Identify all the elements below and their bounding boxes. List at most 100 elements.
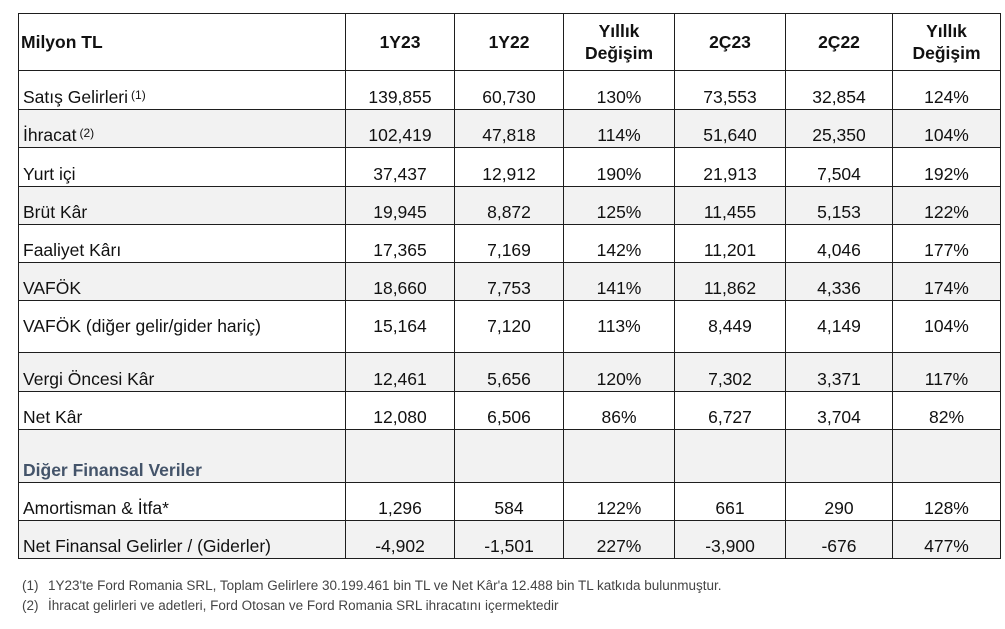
cell-1y22: 5,656 [454, 352, 564, 392]
footnote-2: (2) İhracat gelirleri ve adetleri, Ford O… [22, 598, 559, 613]
cell-1y22: 7,753 [454, 262, 564, 301]
section-title: Diğer Finansal Veriler [18, 429, 346, 483]
cell-yoy-quarter: 82% [892, 391, 1001, 430]
cell-1y22: 7,169 [454, 224, 564, 263]
table-row: Satış Gelirleri (1) 139,855 60,730 130% 7… [18, 70, 1001, 110]
header-2q22: 2Ç22 [785, 13, 893, 71]
footnote-ref: (1) [131, 88, 146, 102]
cell-yoy-half: 122% [563, 482, 675, 521]
table-row: Net Kâr 12,080 6,506 86% 6,727 3,704 82% [18, 391, 1001, 430]
row-label: Faaliyet Kârı [18, 224, 346, 263]
cell-2q23: 11,201 [674, 224, 786, 263]
cell-yoy-half: 113% [563, 300, 675, 353]
row-label: Brüt Kâr [18, 186, 346, 225]
cell-2q23: 8,449 [674, 300, 786, 353]
cell-2q22: 7,504 [785, 147, 893, 187]
cell-yoy-half: 130% [563, 70, 675, 110]
cell-2q22: 4,046 [785, 224, 893, 263]
header-1y22: 1Y22 [454, 13, 564, 71]
row-label: Net Kâr [18, 391, 346, 430]
cell-2q22: 4,149 [785, 300, 893, 353]
cell-2q23: -3,900 [674, 520, 786, 559]
row-label: VAFÖK (diğer gelir/gider hariç) [18, 300, 346, 353]
cell-1y22: 584 [454, 482, 564, 521]
cell-2q22: 32,854 [785, 70, 893, 110]
cell-yoy-quarter: 128% [892, 482, 1001, 521]
cell-1y23: 15,164 [345, 300, 455, 353]
cell-2q23: 73,553 [674, 70, 786, 110]
cell-2q23: 661 [674, 482, 786, 521]
cell-1y23: 1,296 [345, 482, 455, 521]
cell-yoy-half: 227% [563, 520, 675, 559]
cell-yoy-quarter: 174% [892, 262, 1001, 301]
cell-yoy-quarter: 104% [892, 109, 1001, 148]
cell-2q22: 3,704 [785, 391, 893, 430]
cell-1y22: 8,872 [454, 186, 564, 225]
cell-2q22: -676 [785, 520, 893, 559]
cell-1y23: 18,660 [345, 262, 455, 301]
table-row: Amortisman & İtfa* 1,296 584 122% 661 29… [18, 482, 1001, 521]
table-row: VAFÖK 18,660 7,753 141% 11,862 4,336 174… [18, 262, 1001, 301]
footnote-ref: (2) [79, 126, 95, 140]
cell-2q22: 5,153 [785, 186, 893, 225]
cell-2q23: 21,913 [674, 147, 786, 187]
section-row: Diğer Finansal Veriler [18, 429, 1001, 483]
cell-1y23: 19,945 [345, 186, 455, 225]
cell-yoy-half: 125% [563, 186, 675, 225]
cell-1y23: 37,437 [345, 147, 455, 187]
cell-2q23: 6,727 [674, 391, 786, 430]
row-label: Yurt içi [18, 147, 346, 187]
row-label: Amortisman & İtfa* [18, 482, 346, 521]
row-label: VAFÖK [18, 262, 346, 301]
cell-yoy-half: 142% [563, 224, 675, 263]
header-yoy-half: Yıllık Değişim [563, 13, 675, 71]
cell-yoy-quarter: 117% [892, 352, 1001, 392]
table-row: Vergi Öncesi Kâr 12,461 5,656 120% 7,302… [18, 352, 1001, 392]
cell-2q22: 25,350 [785, 109, 893, 148]
cell-1y22: 7,120 [454, 300, 564, 353]
cell-yoy-half: 114% [563, 109, 675, 148]
cell-yoy-half: 190% [563, 147, 675, 187]
cell-1y23: 139,855 [345, 70, 455, 110]
cell-1y22: 12,912 [454, 147, 564, 187]
cell-1y23: -4,902 [345, 520, 455, 559]
cell-yoy-half: 86% [563, 391, 675, 430]
cell-1y22: 47,818 [454, 109, 564, 148]
cell-2q23: 11,862 [674, 262, 786, 301]
cell-1y23: 12,461 [345, 352, 455, 392]
table-row: Brüt Kâr 19,945 8,872 125% 11,455 5,153 … [18, 186, 1001, 225]
header-1y23: 1Y23 [345, 13, 455, 71]
row-label: Vergi Öncesi Kâr [18, 352, 346, 392]
table-row: İhracat (2) 102,419 47,818 114% 51,640 25… [18, 109, 1001, 148]
cell-2q22: 4,336 [785, 262, 893, 301]
financial-summary-table: Milyon TL 1Y23 1Y22 Yıllık Değişim 2Ç23 2… [18, 13, 1001, 559]
cell-1y22: 60,730 [454, 70, 564, 110]
footnote-1: (1) 1Y23'te Ford Romania SRL, Toplam Geli… [22, 578, 722, 593]
table-row: VAFÖK (diğer gelir/gider hariç) 15,164 7… [18, 300, 1001, 353]
cell-yoy-quarter: 477% [892, 520, 1001, 559]
row-label: Satış Gelirleri (1) [18, 70, 346, 110]
cell-1y23: 102,419 [345, 109, 455, 148]
footnotes: (1) 1Y23'te Ford Romania SRL, Toplam Geli… [22, 576, 722, 616]
cell-yoy-quarter: 122% [892, 186, 1001, 225]
cell-1y22: -1,501 [454, 520, 564, 559]
cell-yoy-half: 141% [563, 262, 675, 301]
cell-1y23: 17,365 [345, 224, 455, 263]
cell-2q23: 11,455 [674, 186, 786, 225]
header-yoy-quarter: Yıllık Değişim [892, 13, 1001, 71]
cell-yoy-quarter: 104% [892, 300, 1001, 353]
cell-yoy-half: 120% [563, 352, 675, 392]
row-label: Net Finansal Gelirler / (Giderler) [18, 520, 346, 559]
cell-2q23: 7,302 [674, 352, 786, 392]
table-row: Faaliyet Kârı 17,365 7,169 142% 11,201 4… [18, 224, 1001, 263]
cell-1y23: 12,080 [345, 391, 455, 430]
header-2q23: 2Ç23 [674, 13, 786, 71]
cell-yoy-quarter: 124% [892, 70, 1001, 110]
cell-2q22: 3,371 [785, 352, 893, 392]
cell-1y22: 6,506 [454, 391, 564, 430]
header-label: Milyon TL [18, 13, 346, 71]
cell-2q23: 51,640 [674, 109, 786, 148]
cell-yoy-quarter: 192% [892, 147, 1001, 187]
table-row: Net Finansal Gelirler / (Giderler) -4,90… [18, 520, 1001, 559]
header-row: Milyon TL 1Y23 1Y22 Yıllık Değişim 2Ç23 2… [18, 13, 1001, 71]
